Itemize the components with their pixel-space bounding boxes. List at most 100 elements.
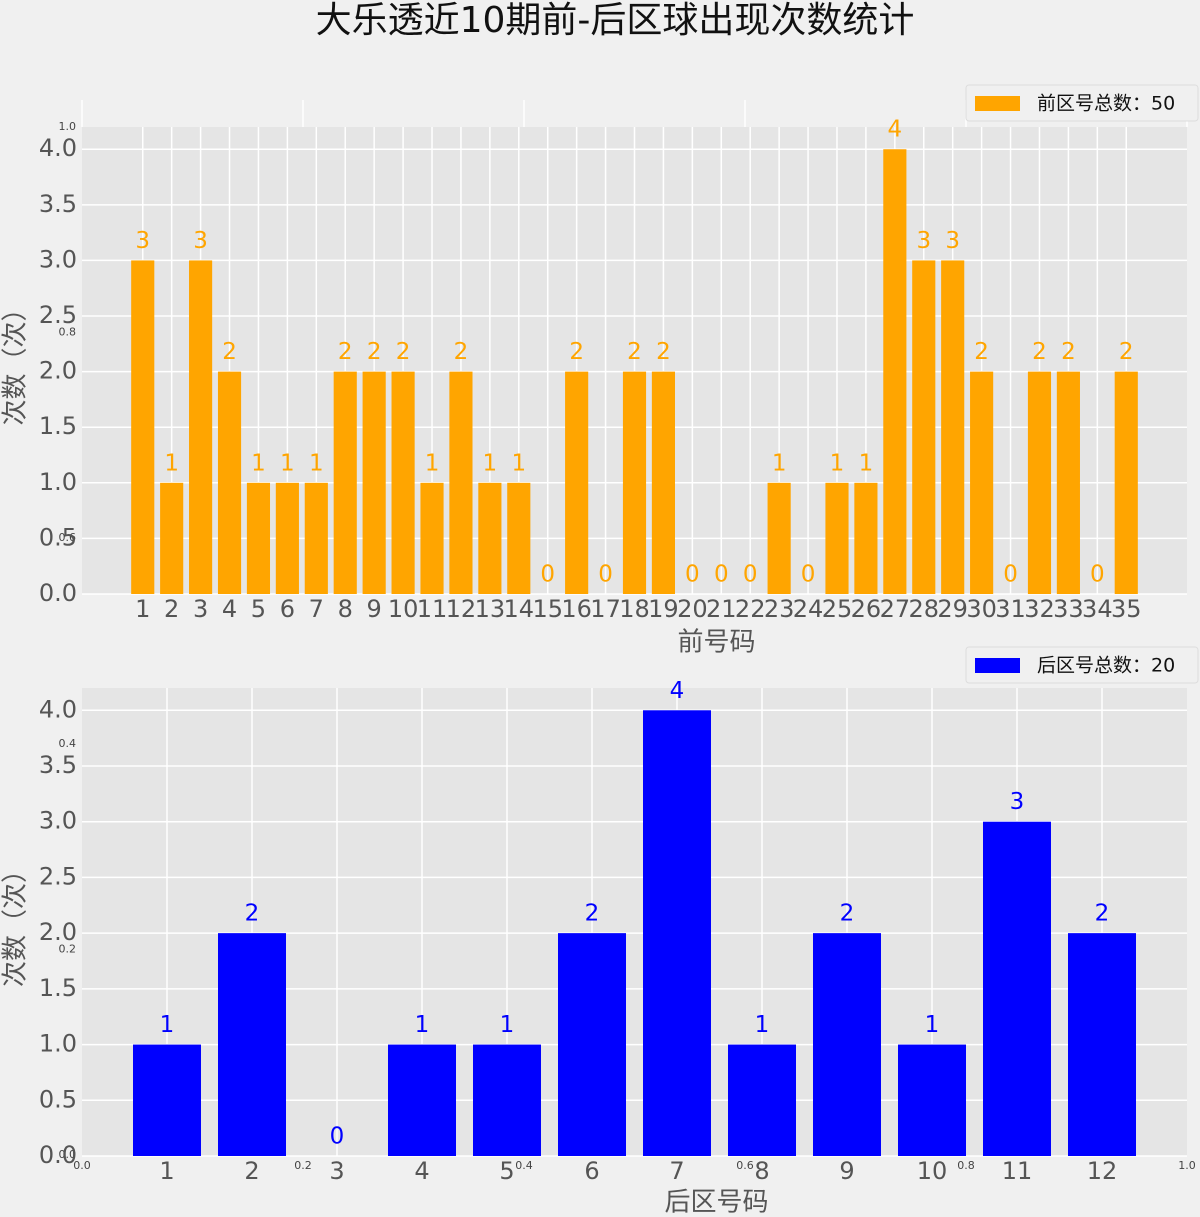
bar [218,933,286,1156]
bar [388,1044,456,1156]
x-tick-label: 1 [135,595,150,623]
y-tick-label: 2.5 [39,301,77,329]
bar [983,821,1051,1156]
value-label: 2 [396,339,411,365]
x-tick-label: 8 [338,595,353,623]
x-tick-label: 17 [590,595,621,623]
y-axis-label: 次数（次） [1,295,31,425]
x-tick-label: 34 [1082,595,1113,623]
bar [941,260,965,594]
value-label: 0 [801,562,816,588]
value-label: 1 [925,1012,940,1038]
bg-x-tick-label: 0.2 [294,1159,312,1172]
y-tick-label: 1.0 [39,1030,77,1058]
bg-y-tick-label: 0.4 [59,737,77,750]
bar [1114,371,1138,594]
x-tick-label: 10 [388,595,419,623]
bar [275,482,299,594]
x-tick-label: 12 [1087,1157,1118,1185]
value-label: 3 [916,228,931,254]
value-label: 0 [540,562,555,588]
x-tick-label: 3 [329,1157,344,1185]
x-tick-label: 5 [499,1157,514,1185]
value-label: 2 [585,901,600,927]
value-label: 2 [367,339,382,365]
bar [333,371,357,594]
bar [478,482,502,594]
bg-x-tick-label: 0.8 [957,1159,975,1172]
x-tick-label: 1 [159,1157,174,1185]
bar [558,933,626,1156]
x-tick-label: 11 [417,595,448,623]
bar [131,260,155,594]
value-label: 1 [830,450,845,476]
bg-y-tick-label: 0.8 [59,326,77,339]
value-label: 2 [222,339,237,365]
y-tick-label: 1.5 [39,974,77,1002]
y-tick-label: 3.5 [39,190,77,218]
value-label: 2 [454,339,469,365]
value-label: 1 [483,450,498,476]
x-axis-label: 前号码 [677,628,755,658]
y-tick-label: 0.5 [39,1085,77,1113]
x-tick-label: 2 [164,595,179,623]
y-tick-label: 4.0 [39,695,77,723]
y-tick-label: 3.5 [39,751,77,779]
value-label: 2 [840,901,855,927]
x-tick-label: 3 [193,595,208,623]
legend-label: 后区号总数：20 [1037,655,1175,677]
x-tick-label: 13 [475,595,506,623]
background-axes: 0.0 0.2 0.4 0.6 0.8 1.0 0.0 0.2 0.4 0.6 0.8 1.0 [59,100,1196,1172]
value-label: 2 [338,339,353,365]
y-tick-label: 2.0 [39,357,77,385]
bg-y-tick-label: 0.0 [59,1148,77,1161]
legend-label: 前区号总数：50 [1037,93,1175,115]
bg-x-tick-label: 0.4 [515,1159,533,1172]
x-tick-label: 28 [908,595,939,623]
legend-swatch [975,658,1020,673]
value-label: 0 [598,562,613,588]
value-label: 1 [755,1012,770,1038]
bar [160,482,184,594]
bar [970,371,994,594]
bar [362,371,386,594]
value-label: 2 [974,339,989,365]
legend-box [965,84,1199,122]
x-tick-label: 21 [706,595,737,623]
x-axis-label: 后区号码 [664,1188,768,1217]
x-tick-label: 7 [669,1157,684,1185]
bg-x-tick-label: 0.0 [73,1159,91,1172]
bar [767,482,791,594]
x-tick-label: 5 [251,595,266,623]
bar [1068,933,1136,1156]
value-label: 1 [511,450,526,476]
x-tick-label: 23 [764,595,795,623]
x-tick-label: 9 [839,1157,854,1185]
bg-y-tick-label: 0.6 [59,531,77,544]
bar [854,482,878,594]
x-tick-label: 11 [1002,1157,1033,1185]
value-label: 0 [714,562,729,588]
x-tick-label: 24 [793,595,824,623]
value-label: 3 [135,228,150,254]
x-tick-label: 7 [309,595,324,623]
x-tick-label: 12 [446,595,477,623]
y-tick-label: 3.0 [39,807,77,835]
value-label: 1 [251,450,266,476]
bar [449,371,473,594]
value-label: 3 [1010,789,1025,815]
value-label: 0 [1003,562,1018,588]
value-label: 2 [1119,339,1134,365]
bar [1027,371,1052,594]
value-label: 0 [685,562,700,588]
bar [246,482,271,594]
bar [304,482,328,594]
bar [1056,371,1080,594]
bg-y-tick-label: 1.0 [59,120,77,133]
x-tick-label: 2 [244,1157,259,1185]
bar [217,371,242,594]
bar [420,482,444,594]
value-label: 4 [670,678,685,704]
bar [883,149,907,594]
y-tick-label: 2.0 [39,918,77,946]
